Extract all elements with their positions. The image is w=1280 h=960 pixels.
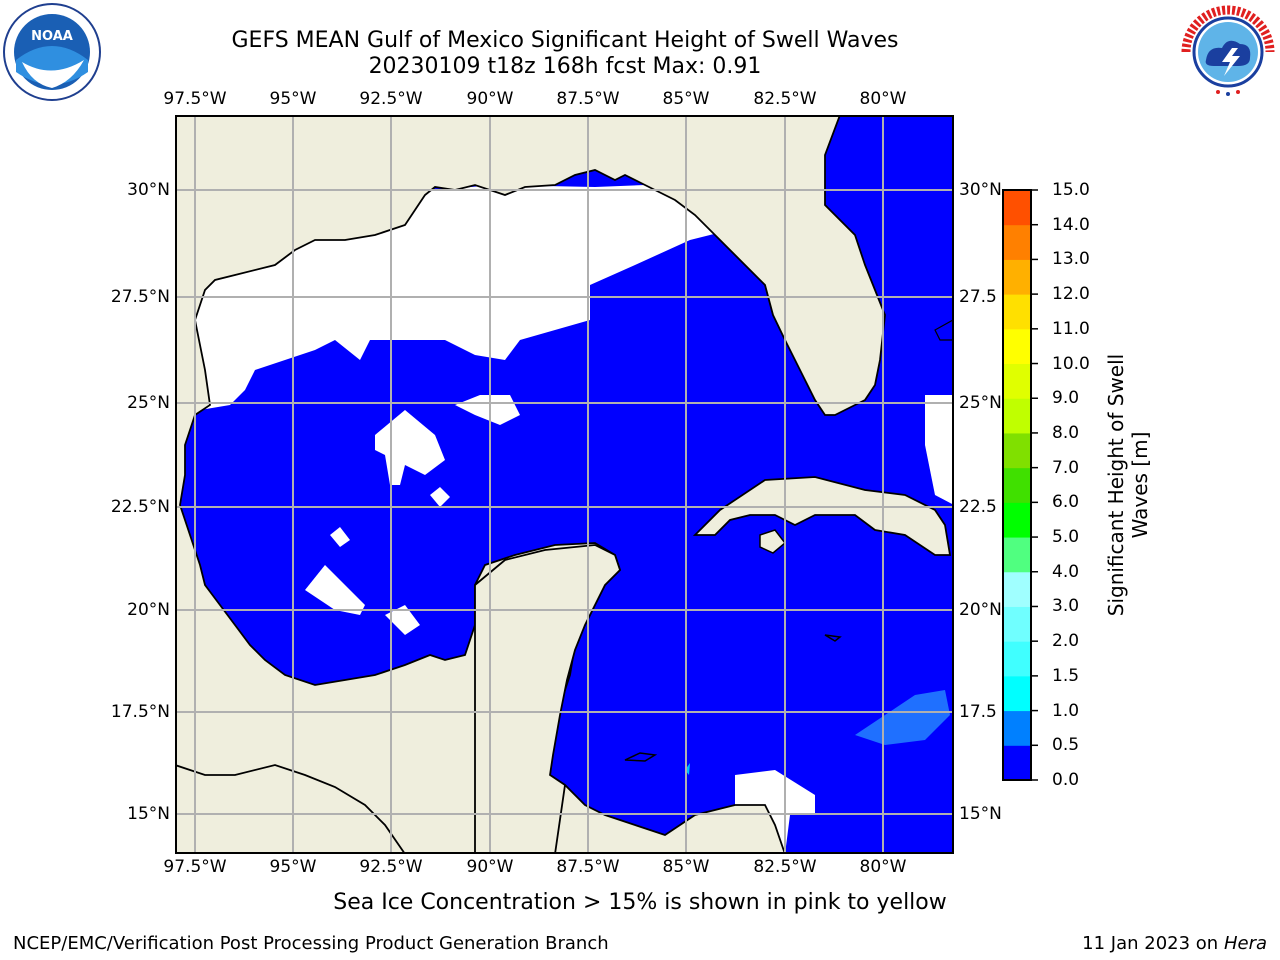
- colorbar-tick-label: 8.0: [1052, 422, 1080, 443]
- map-title: GEFS MEAN Gulf of Mexico Significant Hei…: [231, 28, 899, 53]
- colorbar-swatch: [1003, 502, 1031, 538]
- footer-host: Hera: [1223, 933, 1267, 954]
- colorbar-tick-label: 7.0: [1052, 457, 1080, 478]
- colorbar-tick-label: 0.5: [1052, 735, 1080, 756]
- colorbar-swatch: [1003, 398, 1031, 434]
- lon-label-bottom: 80°W: [859, 857, 907, 877]
- footer-credit: NCEP/EMC/Verification Post Processing Pr…: [13, 933, 609, 954]
- lon-label-bottom: 82.5°W: [753, 857, 817, 877]
- colorbar-tick-label: 3.0: [1052, 596, 1080, 617]
- lon-label-top: 95°W: [269, 89, 317, 109]
- lat-label-right: 27.5: [959, 287, 997, 307]
- lon-label-bottom: 92.5°W: [359, 857, 423, 877]
- nws-logo: [1179, 3, 1277, 101]
- colorbar-swatch: [1003, 432, 1031, 469]
- lat-label-right: 15°N: [959, 804, 1002, 824]
- no-data-patch-4: [385, 605, 420, 635]
- colorbar-swatch: [1003, 537, 1031, 573]
- land-yucatan: [175, 544, 622, 854]
- colorbar-tick-label: 9.0: [1052, 388, 1080, 409]
- colorbar: [1002, 189, 1038, 781]
- colorbar-swatch: [1003, 190, 1031, 226]
- colorbar-tick-label: 10.0: [1052, 353, 1090, 374]
- footer-date: 11 Jan 2023 on Hera: [1082, 933, 1267, 954]
- lat-label-right: 25°N: [959, 393, 1002, 413]
- lat-label-right: 30°N: [959, 180, 1002, 200]
- colorbar-swatch: [1003, 467, 1031, 503]
- colorbar-tick-label: 6.0: [1052, 492, 1080, 513]
- no-data-patch-5: [330, 527, 350, 547]
- colorbar-tick-label: 15.0: [1052, 180, 1090, 200]
- colorbar-title: Significant Height of Swell Waves [m]: [1104, 353, 1152, 617]
- colorbar-tick-label: 0.0: [1052, 770, 1080, 790]
- colorbar-swatch: [1003, 571, 1031, 607]
- noaa-logo: NOAA: [3, 3, 101, 101]
- colorbar-swatch: [1003, 259, 1031, 295]
- lon-label-top: 92.5°W: [359, 89, 423, 109]
- no-data-patch-3: [305, 565, 365, 615]
- no-data-patch-1: [375, 410, 445, 485]
- swell-area-caribbean: [855, 690, 950, 745]
- no-data-east: [925, 395, 954, 505]
- lat-label-left: 22.5°N: [110, 497, 170, 517]
- colorbar-swatch: [1003, 710, 1031, 746]
- lat-label-left: 25°N: [127, 393, 170, 413]
- no-data-patch-6: [430, 487, 450, 507]
- colorbar-swatch: [1003, 328, 1031, 365]
- colorbar-tick-label: 13.0: [1052, 249, 1090, 270]
- colorbar-swatch: [1003, 745, 1031, 781]
- lon-label-bottom: 90°W: [466, 857, 514, 877]
- lon-label-bottom: 85°W: [662, 857, 710, 877]
- lat-label-left: 20°N: [127, 600, 170, 620]
- noaa-logo-text: NOAA: [31, 29, 73, 44]
- colorbar-swatch: [1003, 294, 1031, 330]
- colorbar-swatch: [1003, 224, 1031, 260]
- colorbar-tick-label: 1.5: [1052, 665, 1080, 686]
- gulf-map: [175, 115, 954, 854]
- lon-label-top: 87.5°W: [556, 89, 620, 109]
- lat-label-right: 17.5: [959, 702, 997, 722]
- lon-label-top: 85°W: [662, 89, 710, 109]
- lat-label-right: 20°N: [959, 600, 1002, 620]
- colorbar-swatch: [1003, 641, 1031, 677]
- lon-label-top: 82.5°W: [753, 89, 817, 109]
- colorbar-swatch: [1003, 363, 1031, 399]
- colorbar-tick-label: 5.0: [1052, 527, 1080, 548]
- colorbar-frame: [1002, 189, 1032, 781]
- land-isla-juventud: [759, 529, 787, 554]
- lon-label-bottom: 97.5°W: [163, 857, 227, 877]
- footer-date-text: 11 Jan 2023 on: [1082, 933, 1224, 954]
- sea-ice-note: Sea Ice Concentration > 15% is shown in …: [333, 890, 947, 915]
- colorbar-tick-label: 11.0: [1052, 318, 1090, 339]
- lon-label-bottom: 87.5°W: [556, 857, 620, 877]
- colorbar-swatch: [1003, 606, 1031, 642]
- land-cuba: [692, 476, 952, 556]
- colorbar-tick-label: 4.0: [1052, 561, 1080, 582]
- graticule: [175, 115, 954, 854]
- colorbar-tick-label: 1.0: [1052, 700, 1080, 721]
- colorbar-swatch: [1003, 675, 1031, 712]
- lat-label-right: 22.5: [959, 497, 997, 517]
- lat-label-left: 15°N: [127, 804, 170, 824]
- lon-label-bottom: 95°W: [269, 857, 317, 877]
- lon-label-top: 90°W: [466, 89, 514, 109]
- lon-label-top: 97.5°W: [163, 89, 227, 109]
- lon-label-top: 80°W: [859, 89, 907, 109]
- colorbar-tick-label: 14.0: [1052, 214, 1090, 235]
- lat-label-left: 27.5°N: [110, 287, 170, 307]
- colorbar-tick-label: 2.0: [1052, 631, 1080, 652]
- colorbar-tick-label: 12.0: [1052, 284, 1090, 305]
- lat-label-left: 17.5°N: [110, 702, 170, 722]
- map-subtitle: 20230109 t18z 168h fcst Max: 0.91: [368, 54, 762, 79]
- lat-label-left: 30°N: [127, 180, 170, 200]
